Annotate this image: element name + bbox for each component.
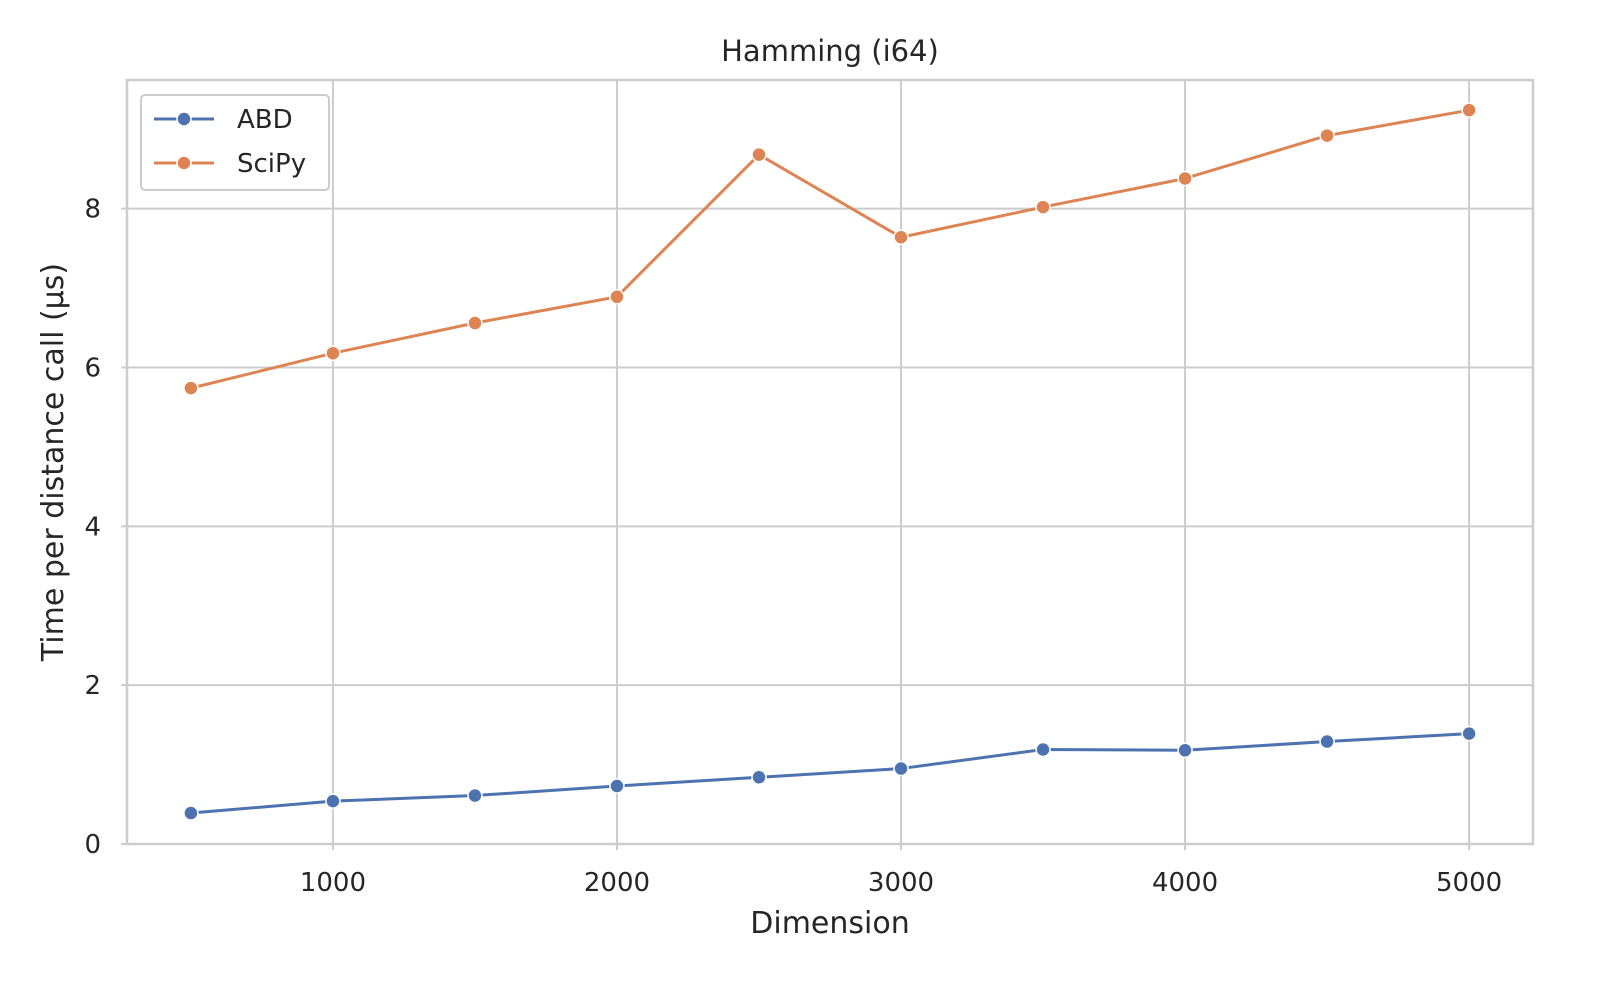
legend-item-scipy: SciPy — [154, 149, 306, 179]
data-point-scipy — [1177, 170, 1193, 187]
data-point-scipy — [183, 380, 199, 396]
legend-label-abd: ABD — [237, 105, 293, 135]
data-point-scipy — [467, 315, 483, 331]
legend: ABD SciPy — [140, 94, 330, 191]
data-point-abd — [183, 805, 199, 821]
data-point-abd — [1177, 742, 1193, 759]
data-point-abd — [893, 760, 909, 777]
data-point-scipy — [751, 146, 767, 163]
data-point-abd — [751, 769, 767, 786]
x-tick-label: 5000 — [1436, 868, 1502, 898]
x-tick-label: 4000 — [1152, 868, 1218, 898]
legend-marker-scipy — [176, 155, 192, 171]
data-point-scipy — [1461, 102, 1477, 118]
series-line-abd — [189, 732, 1471, 815]
y-axis-title: Time per distance call (µs) — [36, 263, 71, 662]
data-point-scipy — [1319, 127, 1335, 144]
plot-frame — [125, 78, 1535, 846]
series-line-scipy — [189, 108, 1471, 390]
x-tick-label: 1000 — [300, 868, 366, 898]
chart-title: Hamming (i64) — [721, 34, 939, 68]
data-point-abd — [325, 793, 341, 809]
x-axis-title: Dimension — [750, 906, 909, 941]
series-abd — [183, 725, 1477, 821]
y-tick-label: 2 — [84, 671, 101, 701]
data-point-abd — [609, 778, 625, 794]
y-tick-label: 8 — [84, 195, 101, 225]
y-tick-label: 6 — [84, 353, 101, 383]
data-point-abd — [1319, 733, 1335, 750]
data-point-abd — [467, 787, 483, 804]
data-point-abd — [1461, 725, 1477, 742]
data-point-scipy — [609, 289, 625, 305]
x-tick-label: 2000 — [584, 868, 650, 898]
y-tick-label: 0 — [84, 830, 101, 860]
plot-area-border — [125, 78, 1535, 846]
data-point-scipy — [893, 229, 909, 245]
legend-item-abd: ABD — [154, 105, 293, 135]
tick-labels: 1000 2000 3000 4000 5000 0 2 4 6 8 — [84, 195, 1502, 898]
y-tick-label: 4 — [84, 512, 101, 542]
data-point-scipy — [325, 345, 341, 361]
legend-label-scipy: SciPy — [237, 149, 306, 179]
legend-marker-abd — [176, 111, 192, 127]
series-scipy — [183, 102, 1477, 396]
data-point-abd — [1035, 741, 1051, 758]
x-tick-label: 3000 — [868, 868, 934, 898]
data-point-scipy — [1035, 199, 1051, 215]
